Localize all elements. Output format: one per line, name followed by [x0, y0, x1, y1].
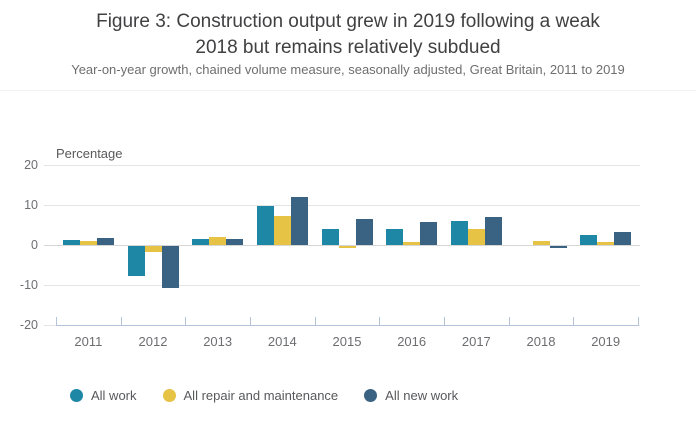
legend-label: All repair and maintenance — [183, 388, 339, 403]
bar-2019-all-new-work — [614, 231, 632, 245]
x-axis-tick — [444, 317, 445, 325]
bar-2011-all-repair-and-maintenance — [79, 241, 97, 245]
bar-2017-all-work — [450, 221, 468, 245]
bar-2014-all-new-work — [290, 197, 308, 245]
legend-label: All new work — [385, 388, 459, 403]
legend-item-all-new-work[interactable]: All new work — [364, 388, 458, 403]
x-axis-tick — [250, 317, 251, 325]
y-tick-label--10: -10 — [19, 278, 38, 292]
x-axis-tick — [120, 317, 122, 325]
y-axis-title: Percentage — [56, 146, 123, 161]
bar-2018-all-repair-and-maintenance — [532, 240, 550, 245]
bar-2012-all-new-work — [161, 246, 179, 289]
y-tick-label-20: 20 — [24, 158, 38, 172]
y-tick-label-0: 0 — [31, 238, 38, 252]
figure-title-line2: 2018 but remains relatively subdued — [195, 37, 501, 58]
x-axis-tick — [573, 317, 575, 325]
gridline-0 — [44, 245, 640, 246]
bar-2016-all-work — [386, 229, 404, 245]
x-tick-label-2019: 2019 — [591, 334, 621, 349]
x-axis-tick — [185, 317, 187, 325]
x-axis-tick — [508, 317, 510, 325]
x-tick-label-2014: 2014 — [267, 334, 297, 349]
legend-item-all-repair-and-maintenance[interactable]: All repair and maintenance — [162, 388, 339, 403]
plot-area — [56, 165, 638, 325]
bar-2014-all-work — [256, 205, 274, 245]
bar-2013-all-work — [192, 238, 210, 245]
x-tick-label-2011: 2011 — [74, 334, 103, 349]
x-tick-label-2017: 2017 — [461, 334, 491, 349]
bar-2015-all-repair-and-maintenance — [338, 246, 356, 248]
gridline-20 — [44, 165, 640, 166]
legend-dot-icon — [70, 389, 83, 402]
legend-dot-icon — [162, 389, 176, 402]
bar-2011-all-work — [62, 239, 80, 245]
legend-label: All work — [91, 388, 137, 403]
y-tick-label-10: 10 — [24, 198, 38, 212]
bar-2019-all-work — [580, 235, 598, 245]
figure-title-line1: Figure 3: Construction output grew in 20… — [96, 11, 600, 32]
bar-2017-all-repair-and-maintenance — [467, 229, 485, 245]
x-tick-label-2012: 2012 — [138, 334, 168, 349]
legend-item-all-work[interactable]: All work — [70, 388, 137, 403]
gridline-10 — [44, 205, 640, 206]
x-tick-label-2018: 2018 — [526, 334, 556, 349]
bar-2012-all-work — [127, 246, 145, 276]
bar-2012-all-repair-and-maintenance — [144, 246, 162, 252]
bar-2014-all-repair-and-maintenance — [273, 216, 291, 245]
legend-dot-icon — [364, 389, 378, 402]
bar-2016-all-repair-and-maintenance — [403, 242, 421, 245]
chart-legend: All work All repair and maintenance All ne… — [70, 388, 458, 403]
x-tick-label-2015: 2015 — [332, 334, 362, 349]
x-axis-tick — [379, 317, 381, 325]
bar-2011-all-new-work — [96, 238, 114, 245]
figure-title: Figure 3: Construction output grew in 20… — [0, 9, 696, 61]
x-axis-tick — [56, 317, 57, 325]
x-tick-label-2013: 2013 — [203, 334, 233, 349]
bar-2016-all-new-work — [420, 221, 438, 245]
x-axis-tick — [314, 317, 316, 325]
bar-2013-all-new-work — [226, 239, 244, 245]
bar-2015-all-work — [321, 229, 339, 245]
x-axis-tick — [638, 317, 639, 325]
bar-2015-all-new-work — [355, 219, 373, 245]
bar-2019-all-repair-and-maintenance — [597, 242, 615, 245]
bar-2018-all-new-work — [549, 246, 567, 248]
bar-2013-all-repair-and-maintenance — [209, 237, 227, 245]
x-axis-line — [56, 325, 639, 326]
x-tick-label-2016: 2016 — [397, 334, 427, 349]
bar-2017-all-new-work — [484, 217, 502, 245]
gridline--10 — [44, 285, 640, 286]
y-tick-label--20: -20 — [19, 318, 38, 332]
header-divider — [0, 90, 696, 91]
figure-subtitle: Year-on-year growth, chained volume meas… — [71, 62, 625, 77]
